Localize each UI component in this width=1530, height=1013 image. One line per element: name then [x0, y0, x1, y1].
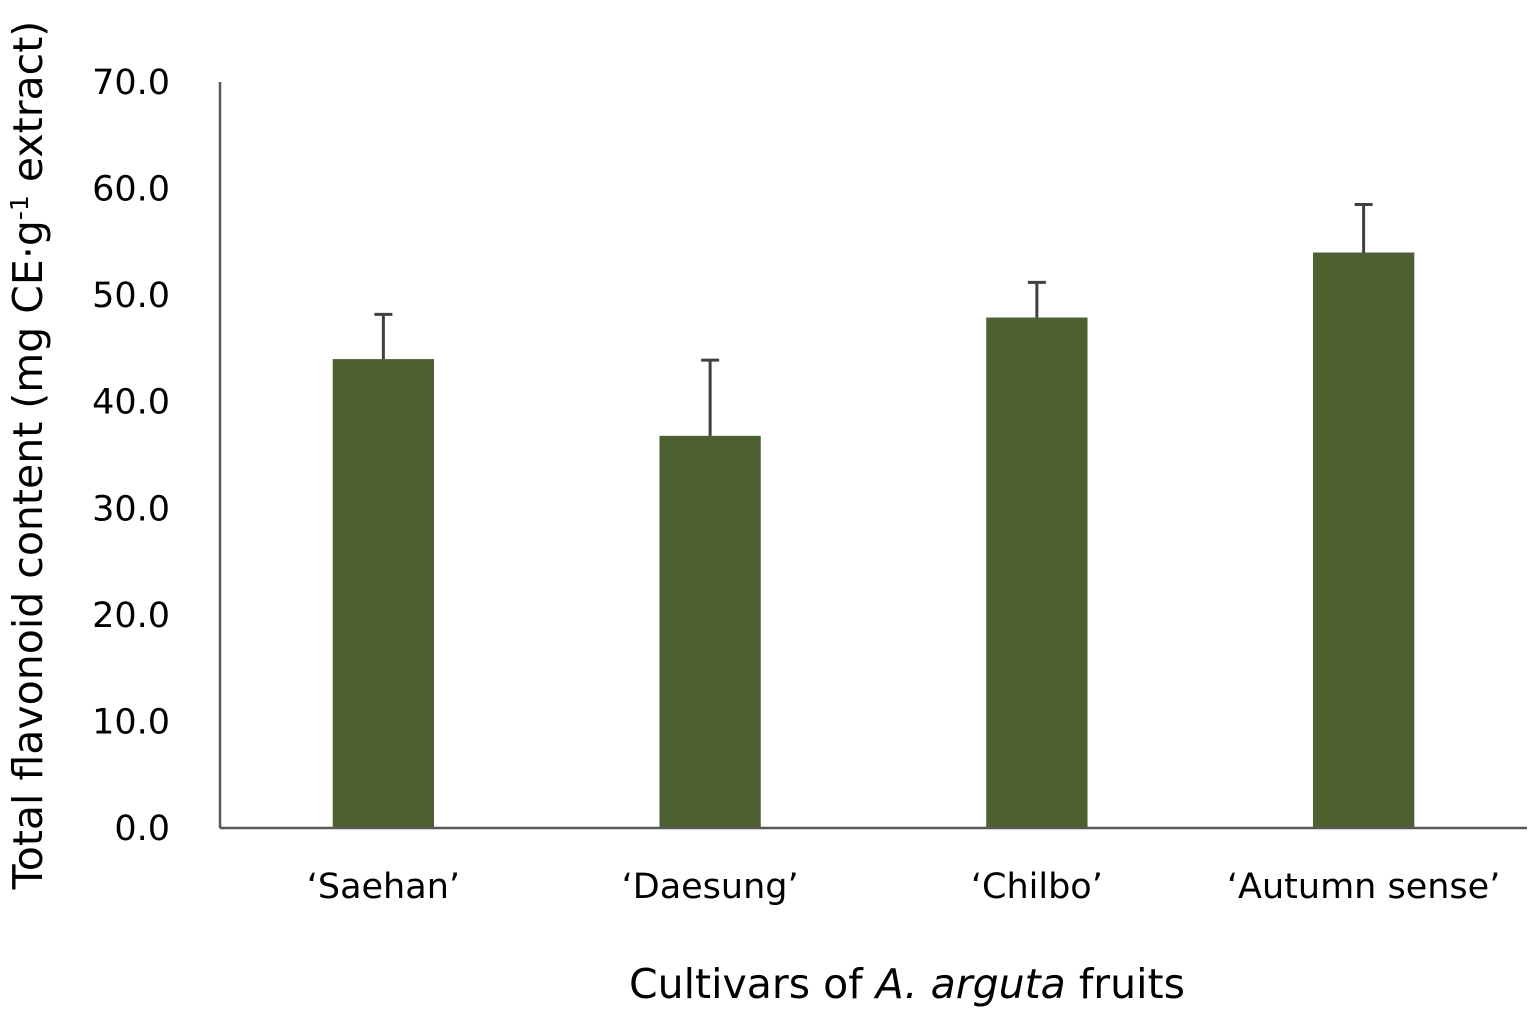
error-bar	[701, 358, 720, 436]
y-tick-label: 10.0	[92, 702, 170, 742]
bars-group	[332, 252, 1415, 828]
x-axis-title: Cultivars of A. arguta fruits	[629, 960, 1185, 1008]
bar	[659, 435, 761, 828]
y-tick-labels: 0.0 10.0 20.0 30.0 40.0 50.0 60.0 70.0	[92, 63, 170, 849]
error-bar	[1027, 280, 1046, 318]
y-tick-label: 30.0	[92, 489, 170, 529]
error-bars-group	[374, 203, 1373, 436]
y-tick-label: 60.0	[92, 170, 170, 210]
x-category-labels: ‘Saehan’ ‘Daesung’ ‘Chilbo’ ‘Autumn sense’	[307, 867, 1501, 907]
y-axis-title: Total flavonoid content (mg CE·g-1 extra…	[4, 21, 52, 891]
y-tick-label: 0.0	[114, 809, 170, 849]
y-tick-label: 70.0	[92, 63, 170, 103]
error-bar	[1354, 203, 1373, 253]
x-category-label: ‘Daesung’	[622, 867, 799, 907]
x-category-label: ‘Saehan’	[307, 867, 460, 907]
y-tick-label: 50.0	[92, 276, 170, 316]
x-category-label: ‘Chilbo’	[971, 867, 1103, 907]
bar	[986, 317, 1088, 828]
y-tick-label: 40.0	[92, 383, 170, 423]
bar	[332, 359, 435, 828]
bar	[1312, 252, 1415, 828]
error-bar	[374, 312, 393, 360]
y-tick-label: 20.0	[92, 596, 170, 636]
x-category-label: ‘Autumn sense’	[1227, 867, 1500, 907]
